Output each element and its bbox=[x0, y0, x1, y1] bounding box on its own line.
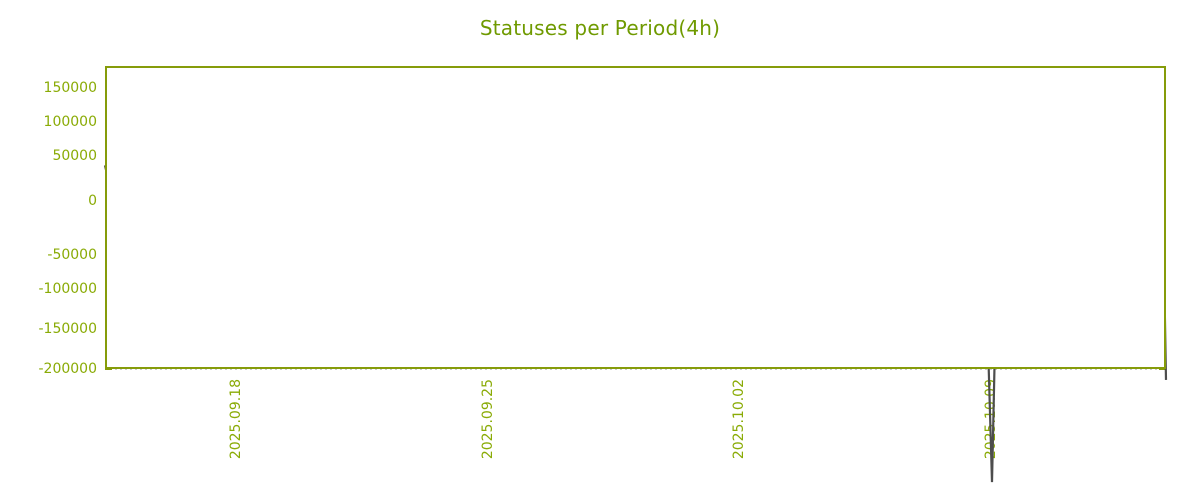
y-tick-label-3: 0 bbox=[88, 193, 97, 209]
data-series bbox=[103, 73, 1168, 483]
y-tick-label-1: 100000 bbox=[43, 114, 97, 130]
axis-ticks bbox=[105, 66, 1166, 370]
y-tick-label-2: 50000 bbox=[52, 148, 97, 164]
grid-lines bbox=[105, 66, 1166, 370]
y-tick-label-7: -200000 bbox=[38, 361, 98, 377]
y-tick-label-5: -100000 bbox=[38, 281, 98, 297]
chart-title: Statuses per Period(4h) bbox=[479, 16, 721, 40]
y-tick-label-6: -150000 bbox=[38, 321, 98, 337]
y-tick-label-0: 150000 bbox=[43, 80, 97, 96]
y-tick-label-4: -50000 bbox=[47, 247, 97, 263]
